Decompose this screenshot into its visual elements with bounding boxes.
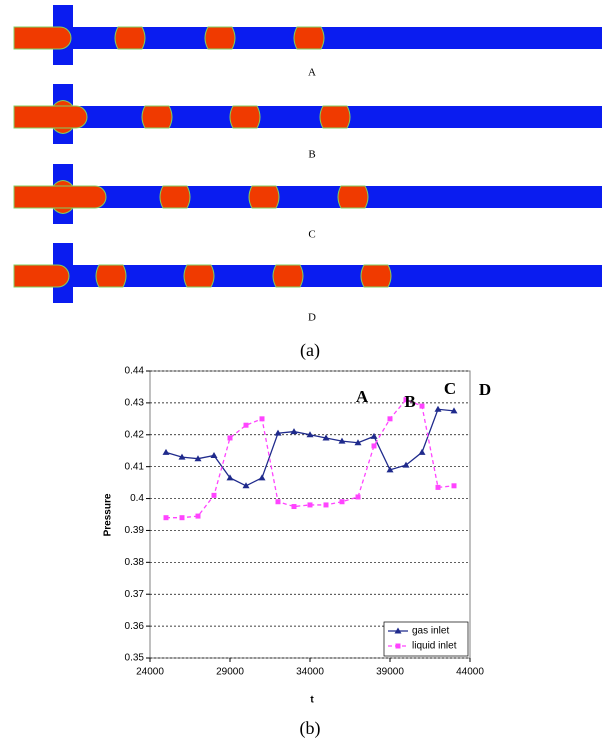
slug [272, 264, 304, 288]
annotation: B [404, 392, 415, 411]
caption-a: (a) [300, 340, 320, 361]
point [178, 453, 186, 460]
point [434, 405, 442, 412]
slug [229, 105, 261, 129]
channel [13, 5, 602, 65]
point [386, 466, 394, 473]
annotation: D [479, 380, 491, 399]
point [274, 429, 282, 436]
point [291, 504, 297, 510]
annotation: C [444, 379, 456, 398]
slug [183, 264, 215, 288]
inlet-slug [13, 105, 88, 129]
plot-area [149, 370, 471, 659]
slug [141, 105, 173, 129]
slug [204, 26, 236, 50]
legend-marker [394, 627, 402, 634]
point [226, 474, 234, 481]
point [371, 443, 377, 449]
point [322, 434, 330, 441]
y-tick-label: 0.41 [125, 461, 145, 472]
point [162, 448, 170, 455]
pinch [51, 180, 75, 214]
x-tick-label: 39000 [376, 667, 404, 678]
caption-b: (b) [300, 718, 321, 739]
point [194, 455, 202, 462]
point [402, 461, 410, 468]
point [307, 502, 313, 508]
point [403, 397, 409, 403]
channel [13, 164, 602, 224]
slug [248, 185, 280, 209]
point [306, 431, 314, 438]
y-tick-label: 0.44 [125, 366, 145, 377]
panel-label: B [308, 149, 315, 161]
slug [360, 264, 392, 288]
legend-marker [395, 643, 401, 649]
point [195, 513, 201, 519]
inlet-slug [13, 264, 70, 288]
x-tick-label: 34000 [296, 667, 324, 678]
panel-label: A [308, 67, 316, 79]
y-tick-label: 0.38 [125, 557, 145, 568]
x-tick-label: 24000 [136, 667, 164, 678]
legend-label: gas inlet [412, 626, 449, 637]
point [210, 452, 218, 459]
annotation: A [356, 387, 369, 406]
point [179, 515, 185, 521]
slug [95, 264, 127, 288]
point [227, 435, 233, 441]
panel-label: D [308, 312, 316, 324]
x-axis-label: t [310, 695, 314, 706]
point [354, 439, 362, 446]
point [258, 474, 266, 481]
point [242, 482, 250, 489]
inlet-slug [13, 185, 107, 209]
slug [159, 185, 191, 209]
y-tick-label: 0.42 [125, 429, 145, 440]
point [323, 502, 329, 508]
point [419, 403, 425, 409]
inlet-slug [13, 26, 72, 50]
slug [114, 26, 146, 50]
y-tick-label: 0.39 [125, 525, 145, 536]
point [259, 416, 265, 422]
point [275, 499, 281, 505]
slug [293, 26, 325, 50]
channel [13, 84, 602, 144]
point [163, 515, 169, 521]
main-channel [14, 265, 602, 287]
panel-label: C [308, 229, 315, 241]
point [387, 416, 393, 422]
point [290, 428, 298, 435]
point [338, 437, 346, 444]
y-tick-label: 0.36 [125, 621, 145, 632]
x-tick-label: 29000 [216, 667, 244, 678]
y-tick-label: 0.43 [125, 398, 145, 409]
slug [337, 185, 369, 209]
legend-label: liquid inlet [412, 641, 457, 652]
point [370, 432, 378, 439]
point [451, 483, 457, 489]
point [435, 484, 441, 490]
channel [13, 243, 602, 303]
point [243, 422, 249, 428]
point [418, 448, 426, 455]
y-tick-label: 0.37 [125, 589, 145, 600]
pinch [51, 100, 75, 134]
main-channel [14, 106, 602, 128]
point [211, 492, 217, 498]
x-tick-label: 44000 [456, 667, 484, 678]
y-tick-label: 0.35 [125, 653, 145, 664]
point [355, 494, 361, 500]
y-axis-label: Pressure [103, 493, 114, 536]
slug [319, 105, 351, 129]
point [339, 499, 345, 505]
y-tick-label: 0.4 [130, 493, 144, 504]
point [450, 407, 458, 414]
